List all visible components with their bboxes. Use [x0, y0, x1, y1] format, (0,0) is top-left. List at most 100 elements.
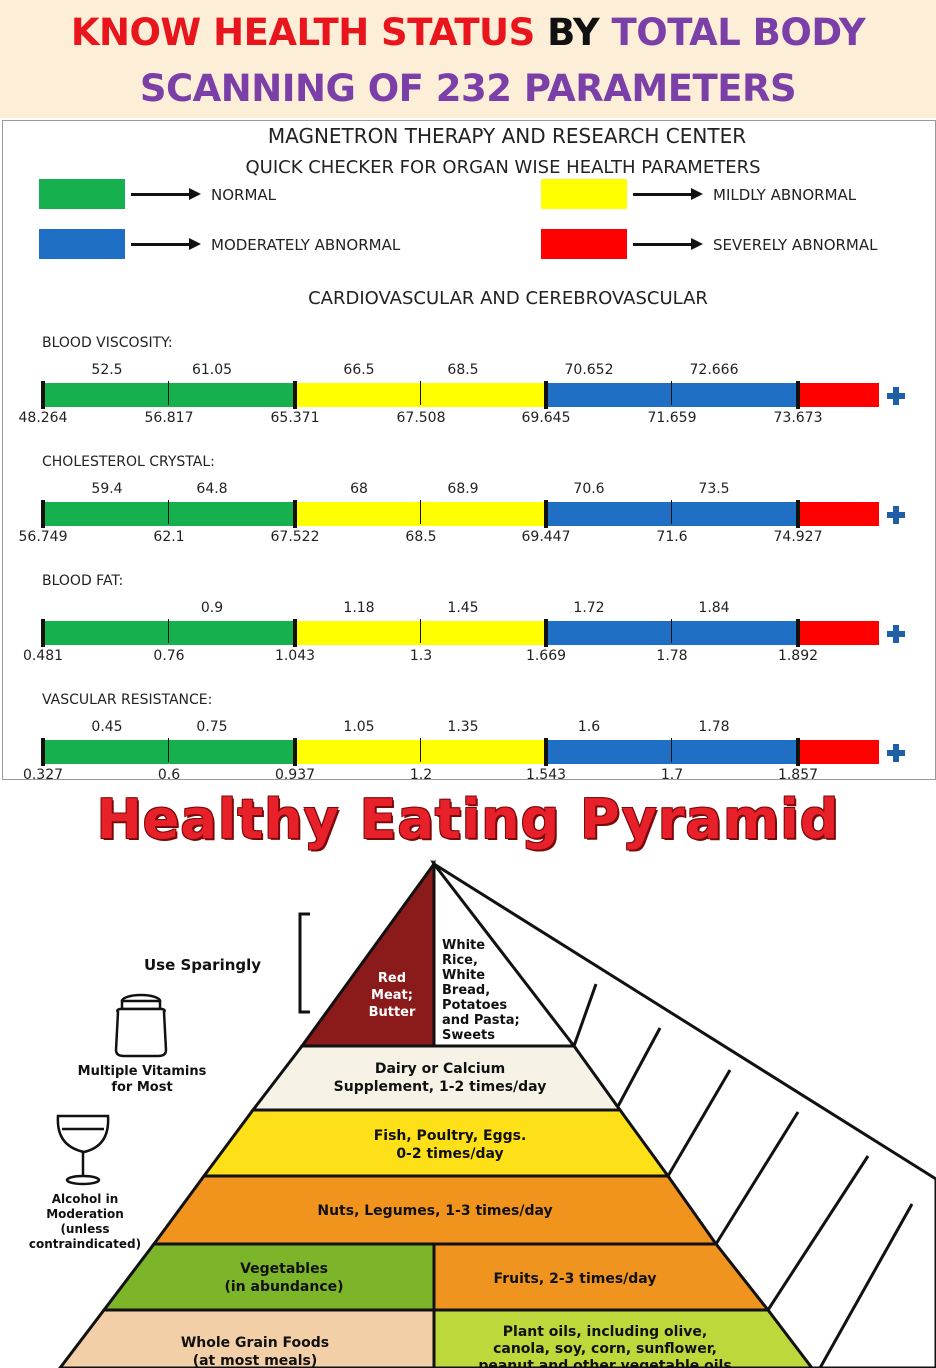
- plant-oils-label-line: peanut and other vegetable oils: [440, 1358, 770, 1368]
- fish-label: Fish, Poultry, Eggs. 0-2 times/day: [260, 1127, 640, 1163]
- legend-arrowhead-icon: [691, 238, 703, 250]
- scale-tick: [544, 619, 548, 647]
- nuts-label: Nuts, Legumes, 1-3 times/day: [200, 1202, 670, 1220]
- scale-top-value: 1.78: [674, 719, 754, 735]
- plus-icon: [887, 744, 905, 762]
- center-name: MAGNETRON THERAPY AND RESEARCH CENTER: [3, 124, 936, 148]
- white-rice-label-line: Sweets: [442, 1028, 562, 1043]
- scale-segment: [546, 740, 798, 764]
- scale-tick: [544, 500, 548, 528]
- scale-tick: [168, 738, 169, 762]
- scale-segment: [546, 383, 798, 407]
- page-header: KNOW HEALTH STATUS BY TOTAL BODY SCANNIN…: [0, 0, 936, 118]
- scale-tick: [420, 619, 421, 643]
- legend-swatch-4: [541, 229, 627, 259]
- scale-top-value: 68.9: [423, 481, 503, 497]
- vitamins-label: Multiple Vitamins for Most: [60, 1064, 224, 1096]
- header-line-1: KNOW HEALTH STATUS BY TOTAL BODY: [0, 6, 936, 60]
- scale-top-value: 0.9: [172, 600, 252, 616]
- scale-bottom-value: 56.817: [129, 410, 209, 426]
- header-line-2: SCANNING OF 232 PARAMETERS: [0, 62, 936, 116]
- vitamins-label-line: Multiple Vitamins: [60, 1064, 224, 1080]
- scale-bottom-value: 1.78: [632, 648, 712, 664]
- scale-tick: [41, 738, 45, 766]
- scale-segment: [43, 383, 295, 407]
- scale-tick: [796, 619, 800, 647]
- parameter-name: BLOOD VISCOSITY:: [42, 335, 173, 351]
- scale-tick: [168, 500, 169, 524]
- scale-tick: [293, 619, 297, 647]
- scale-bottom-value: 1.543: [506, 767, 586, 780]
- whole-grain-label-line: (at most meals): [120, 1352, 390, 1368]
- scale-tick: [796, 381, 800, 409]
- report-subtitle: QUICK CHECKER FOR ORGAN WISE HEALTH PARA…: [3, 157, 936, 178]
- healthy-eating-pyramid: Healthy Eating Pyramid: [0, 784, 936, 1368]
- use-sparingly-label: Use Sparingly: [144, 956, 261, 974]
- header-red-text: KNOW HEALTH STATUS: [71, 11, 535, 54]
- scale-tick: [796, 500, 800, 528]
- legend-arrow-icon: [633, 243, 695, 246]
- scale-tick: [420, 500, 421, 524]
- scale-bottom-value: 0.6: [129, 767, 209, 780]
- plus-icon: [887, 387, 905, 405]
- legend-swatch-2: [541, 179, 627, 209]
- scale-segment: [43, 502, 295, 526]
- scale-tick: [796, 738, 800, 766]
- legend-label-3: MODERATELY ABNORMAL: [211, 236, 400, 254]
- scale-top-value: 0.45: [67, 719, 147, 735]
- scale-top-value: 68: [319, 481, 399, 497]
- scale-bottom-value: 68.5: [381, 529, 461, 545]
- alcohol-label: Alcohol in Moderation (unless contraindi…: [6, 1192, 164, 1252]
- scale-tick: [168, 619, 169, 643]
- parameter-name: VASCULAR RESISTANCE:: [42, 692, 212, 708]
- scale-top-value: 0.75: [172, 719, 252, 735]
- scale-segment: [546, 502, 798, 526]
- scale-tick: [41, 381, 45, 409]
- white-rice-label-line: White: [442, 938, 562, 953]
- alcohol-label-line: (unless: [6, 1222, 164, 1237]
- scale-bottom-value: 71.6: [632, 529, 712, 545]
- scale-tick: [671, 500, 672, 524]
- scale-bottom-value: 65.371: [255, 410, 335, 426]
- red-meat-label-line: Meat;: [354, 987, 430, 1004]
- scale-tick: [544, 381, 548, 409]
- plant-oils-label-line: Plant oils, including olive,: [440, 1324, 770, 1341]
- red-meat-label-line: Red: [354, 970, 430, 987]
- scale-top-value: 1.05: [319, 719, 399, 735]
- use-sparingly-bracket: [300, 914, 310, 1012]
- scale-top-value: 1.18: [319, 600, 399, 616]
- scale-segment: [798, 383, 879, 407]
- scale-bottom-value: 1.3: [381, 648, 461, 664]
- plus-icon: [887, 506, 905, 524]
- legend-label-2: MILDLY ABNORMAL: [713, 186, 856, 204]
- scale-top-value: 1.84: [674, 600, 754, 616]
- scale-tick: [671, 619, 672, 643]
- scale-bottom-value: 69.645: [506, 410, 586, 426]
- scale-bottom-value: 1.669: [506, 648, 586, 664]
- legend-arrowhead-icon: [691, 188, 703, 200]
- scale-top-value: 64.8: [172, 481, 252, 497]
- vitamins-label-line: for Most: [60, 1080, 224, 1096]
- scale-bottom-value: 1.043: [255, 648, 335, 664]
- white-rice-label: White Rice, White Bread, Potatoes and Pasta; S…: [442, 938, 562, 1043]
- scale-segment: [798, 740, 879, 764]
- scale-bottom-value: 73.673: [758, 410, 838, 426]
- plant-oils-label-line: canola, soy, corn, sunflower,: [440, 1341, 770, 1358]
- scale-tick: [671, 381, 672, 405]
- vegetables-label-line: (in abundance): [150, 1278, 418, 1296]
- dairy-label-line: Supplement, 1-2 times/day: [290, 1078, 590, 1096]
- alcohol-label-line: Moderation: [6, 1207, 164, 1222]
- scale-bottom-value: 67.522: [255, 529, 335, 545]
- fish-label-line: Fish, Poultry, Eggs.: [260, 1127, 640, 1145]
- scale-segment: [798, 621, 879, 645]
- scale-tick: [420, 738, 421, 762]
- parameter-name: CHOLESTEROL CRYSTAL:: [42, 454, 215, 470]
- nuts-label-line: Nuts, Legumes, 1-3 times/day: [200, 1202, 670, 1220]
- scale-tick: [41, 619, 45, 647]
- scale-bottom-value: 56.749: [3, 529, 83, 545]
- white-rice-label-line: and Pasta;: [442, 1013, 562, 1028]
- scale-tick: [293, 500, 297, 528]
- scale-bottom-value: 1.892: [758, 648, 838, 664]
- scale-tick: [293, 381, 297, 409]
- fruits-label: Fruits, 2-3 times/day: [440, 1270, 710, 1288]
